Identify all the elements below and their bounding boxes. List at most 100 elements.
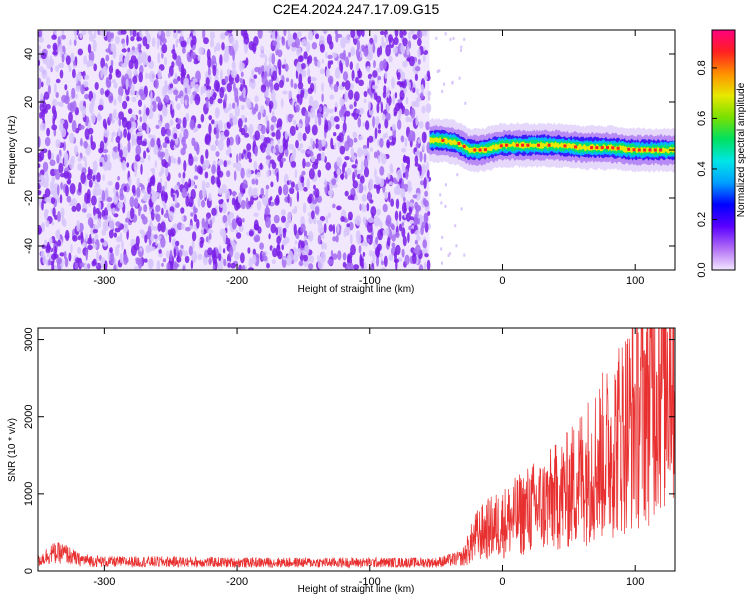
noise-blob [176,222,183,231]
spectrogram-heatmap [38,30,675,270]
noise-blob [114,35,120,45]
noise-blob [266,120,270,131]
noise-blob [91,237,95,245]
noise-blob [169,249,173,262]
noise-blob [339,145,346,155]
noise-blob [51,176,56,182]
noise-blob [192,78,198,83]
noise-blob [209,31,216,40]
noise-blob [350,234,353,245]
noise-blob [295,140,299,149]
noise-blob [70,243,73,254]
noise-blob [190,212,194,217]
noise-blob [175,55,182,67]
noise-blob [289,187,295,195]
noise-blob [309,82,315,93]
noise-blob [337,223,340,234]
noise-blob [330,249,334,258]
noise-blob [240,167,245,179]
noise-blob [211,164,216,175]
noise-blob [194,164,198,172]
noise-blob [307,196,313,204]
noise-blob [288,180,292,185]
noise-blob [216,176,220,185]
noise-blob [423,153,427,163]
noise-blob [252,248,256,256]
noise-blob [88,179,93,188]
noise-blob [232,115,238,126]
noise-blob [190,94,194,100]
noise-blob [276,226,283,235]
noise-blob [391,230,396,236]
noise-blob [92,244,97,249]
noise-blob [218,199,224,205]
noise-blob [400,71,406,82]
noise-blob [173,30,177,34]
noise-blob [94,30,97,39]
noise-blob [247,247,251,254]
signal-band [429,136,675,154]
noise-blob [46,44,51,49]
noise-blob [253,74,257,79]
noise-blob [324,123,329,133]
noise-blob [43,91,50,100]
noise-blob [109,247,113,254]
noise-blob [323,105,327,113]
noise-blob [377,229,383,241]
noise-blob [340,98,346,104]
noise-blob [374,37,378,43]
noise-blob [373,60,376,69]
noise-blob [117,127,121,137]
noise-blob [314,33,320,40]
noise-blob [234,200,238,206]
noise-blob [397,119,402,130]
noise-blob [133,138,138,146]
noise-blob [93,206,96,216]
noise-blob [278,66,282,76]
noise-blob [103,154,108,163]
noise-blob [66,178,72,185]
noise-blob [409,216,414,221]
noise-blob [421,131,427,144]
noise-blob [392,94,396,105]
noise-blob [299,55,303,61]
noise-blob [75,257,80,263]
noise-blob [303,254,308,262]
noise-blob [280,98,284,108]
noise-blob [130,207,135,220]
noise-blob [232,102,236,109]
noise-blob [118,95,122,104]
noise-blob [151,192,157,203]
signal-peak [590,146,594,150]
noise-blob [155,204,161,212]
noise-blob [325,162,332,171]
noise-blob [239,127,243,133]
noise-blob [77,157,82,162]
noise-blob [317,258,324,270]
noise-blob [314,188,320,198]
noise-blob [285,77,290,83]
noise-blob [147,55,152,63]
noise-blob [168,211,174,222]
signal-peak [483,148,487,152]
noise-blob [379,177,385,188]
noise-blob [65,55,71,66]
noise-blob [145,244,151,254]
noise-blob [329,187,333,199]
noise-blob [105,91,109,98]
noise-blob [308,55,313,64]
noise-blob [297,181,301,190]
noise-blob [61,30,65,36]
noise-blob [252,107,257,115]
noise-blob [405,96,409,105]
noise-blob [397,99,403,104]
noise-blob [163,204,167,210]
noise-blob [198,46,205,56]
noise-blob [289,125,296,136]
noise-blob [296,61,302,73]
noise-blob [287,33,293,45]
noise-blob [386,102,389,113]
noise-blob [302,158,306,169]
noise-blob [182,265,186,270]
noise-blob [155,192,161,198]
